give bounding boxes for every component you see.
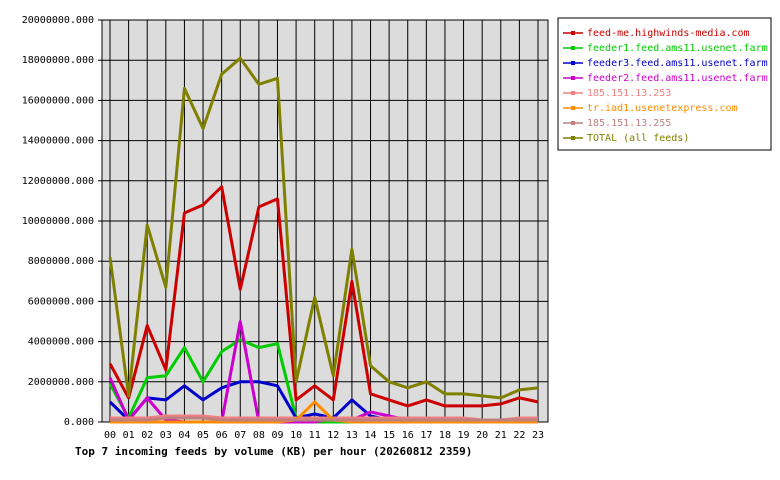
legend-label: feeder2.feed.ams11.usenet.farm xyxy=(587,73,768,84)
x-tick-label: 03 xyxy=(160,430,172,441)
x-tick-label: 18 xyxy=(439,430,451,441)
y-tick-label: 20000000.000 xyxy=(22,15,94,26)
x-tick-label: 10 xyxy=(290,430,302,441)
legend-label: tr.iad1.usenetexpress.com xyxy=(587,103,738,114)
x-tick-label: 17 xyxy=(420,430,432,441)
y-tick-label: 16000000.000 xyxy=(22,95,94,106)
x-tick-label: 20 xyxy=(476,430,488,441)
x-tick-label: 23 xyxy=(532,430,544,441)
x-tick-label: 22 xyxy=(513,430,525,441)
legend-label: feeder1.feed.ams11.usenet.farm xyxy=(587,43,768,54)
legend-marker xyxy=(571,46,575,50)
x-tick-label: 12 xyxy=(327,430,339,441)
legend-marker xyxy=(571,136,575,140)
legend-label: 185.151.13.253 xyxy=(587,88,671,99)
legend-marker xyxy=(571,121,575,125)
y-tick-label: 0.000 xyxy=(64,417,94,428)
series-line xyxy=(110,416,538,422)
legend-marker xyxy=(571,31,575,35)
x-tick-label: 14 xyxy=(364,430,376,441)
y-tick-label: 6000000.000 xyxy=(28,296,94,307)
legend-label: feed-me.highwinds-media.com xyxy=(587,28,750,39)
legend-marker xyxy=(571,61,575,65)
x-tick-label: 11 xyxy=(309,430,321,441)
x-tick-label: 09 xyxy=(271,430,283,441)
x-tick-label: 16 xyxy=(402,430,414,441)
x-tick-label: 19 xyxy=(458,430,470,441)
x-tick-label: 05 xyxy=(197,430,209,441)
x-tick-label: 00 xyxy=(104,430,116,441)
x-tick-label: 01 xyxy=(123,430,135,441)
series-line xyxy=(110,400,538,424)
x-tick-label: 02 xyxy=(141,430,153,441)
x-tick-label: 08 xyxy=(253,430,265,441)
y-tick-label: 10000000.000 xyxy=(22,216,94,227)
legend-box xyxy=(557,17,772,151)
x-tick-label: 04 xyxy=(178,430,190,441)
y-tick-label: 18000000.000 xyxy=(22,55,94,66)
x-tick-label: 15 xyxy=(383,430,395,441)
y-tick-label: 14000000.000 xyxy=(22,136,94,147)
x-tick-label: 06 xyxy=(216,430,228,441)
legend-marker xyxy=(571,91,575,95)
series-line xyxy=(110,414,538,422)
chart-title: Top 7 incoming feeds by volume (KB) per … xyxy=(75,445,472,458)
y-tick-label: 4000000.000 xyxy=(28,337,94,348)
legend-label: feeder3.feed.ams11.usenet.farm xyxy=(587,58,768,69)
series-line xyxy=(108,56,539,400)
legend-label: TOTAL (all feeds) xyxy=(587,133,689,144)
legend-marker xyxy=(571,106,575,110)
x-tick-label: 21 xyxy=(495,430,507,441)
legend-marker xyxy=(571,76,575,80)
y-tick-label: 2000000.000 xyxy=(28,377,94,388)
x-tick-label: 07 xyxy=(234,430,246,441)
x-tick-label: 13 xyxy=(346,430,358,441)
y-tick-label: 8000000.000 xyxy=(28,256,94,267)
legend-label: 185.151.13.255 xyxy=(587,118,671,129)
series-line xyxy=(108,185,539,408)
y-tick-label: 12000000.000 xyxy=(22,176,94,187)
